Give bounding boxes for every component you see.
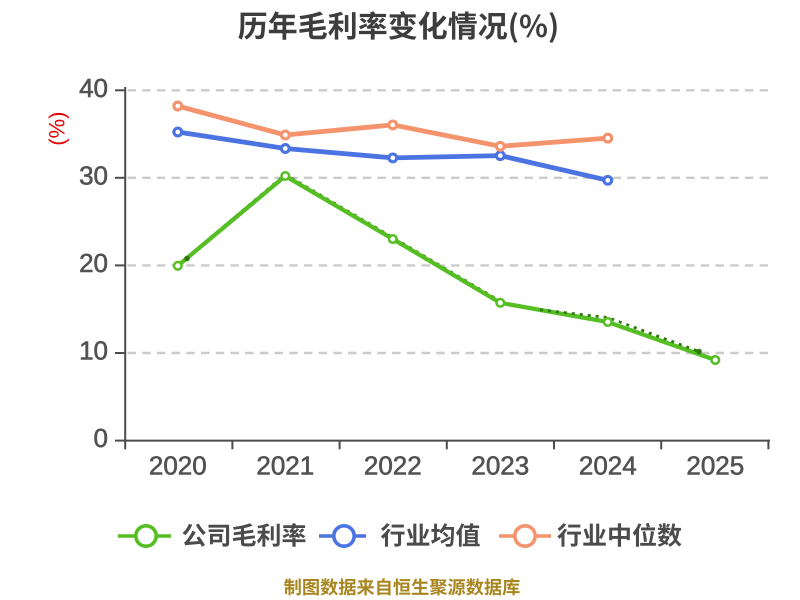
svg-text:0: 0 [94,423,108,453]
svg-text:2021: 2021 [256,451,314,481]
svg-text:2020: 2020 [149,451,207,481]
svg-text:40: 40 [79,73,108,103]
svg-text:2023: 2023 [471,451,529,481]
svg-text:2025: 2025 [686,451,744,481]
svg-text:2022: 2022 [364,451,422,481]
svg-text:2024: 2024 [579,451,637,481]
svg-text:20: 20 [79,248,108,278]
svg-text:(%): (%) [45,111,70,145]
svg-text:10: 10 [79,336,108,366]
svg-text:30: 30 [79,160,108,190]
